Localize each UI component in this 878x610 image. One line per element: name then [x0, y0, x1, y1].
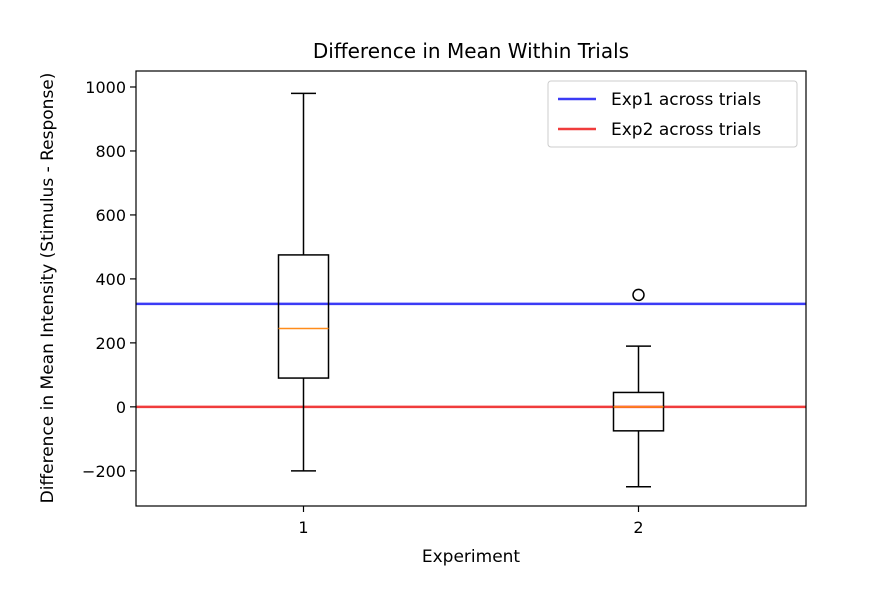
x-axis-title: Experiment	[422, 547, 521, 567]
y-tick-label-200: 200	[95, 334, 126, 353]
plot-area: −200 0 200 400 600 800 1000 1 2 Exp1 across trial…	[82, 70, 807, 537]
box-1-body	[277, 254, 330, 379]
legend-label-2: Exp2 across trials	[611, 120, 761, 140]
chart-title: Difference in Mean Within Trials	[313, 39, 629, 63]
legend-label-1: Exp1 across trials	[611, 90, 761, 110]
y-tick-label-400: 400	[95, 270, 126, 289]
y-tick-label-800: 800	[95, 142, 126, 161]
y-tick-label--200: −200	[82, 462, 126, 481]
y-axis-title: Difference in Mean Intensity (Stimulus -…	[38, 73, 58, 504]
y-tick-label-600: 600	[95, 206, 126, 225]
box-2-body	[612, 391, 665, 432]
x-tick-label-1: 1	[298, 518, 308, 537]
y-tick-label-1000: 1000	[85, 78, 126, 97]
y-tick-label-0: 0	[116, 398, 126, 417]
box-2-outlier-1	[632, 288, 645, 302]
plot-frame	[135, 70, 807, 507]
x-tick-label-2: 2	[633, 518, 643, 537]
legend-box	[547, 80, 798, 148]
